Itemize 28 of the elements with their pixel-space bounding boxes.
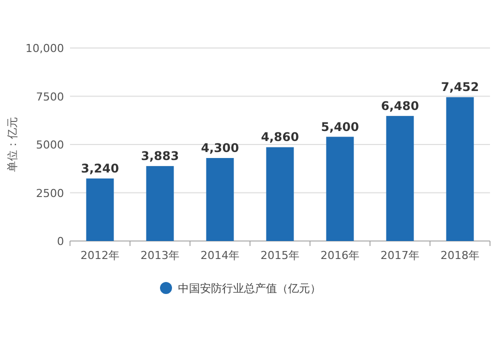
- bar: [86, 178, 114, 241]
- data-label: 6,480: [381, 98, 419, 113]
- data-label: 7,452: [441, 80, 479, 94]
- data-label: 4,300: [201, 141, 239, 156]
- x-tick-label: 2016年: [320, 249, 360, 262]
- x-tick-label: 2017年: [380, 249, 420, 262]
- y-tick-label: 0: [57, 235, 64, 248]
- bar: [146, 166, 174, 241]
- bar: [206, 158, 234, 241]
- legend-label: 中国安防行业总产值（亿元）: [178, 282, 321, 295]
- data-label: 3,883: [141, 149, 179, 164]
- x-tick-label: 2018年: [440, 249, 480, 262]
- x-tick-label: 2013年: [140, 249, 180, 262]
- bar: [386, 116, 414, 241]
- y-tick-label: 10,000: [26, 42, 64, 55]
- data-label: 3,240: [81, 161, 119, 176]
- y-tick-label: 2500: [36, 186, 64, 200]
- y-axis-title: 单位：亿元: [6, 117, 19, 172]
- x-tick-label: 2015年: [260, 249, 300, 262]
- y-tick-label: 5000: [36, 138, 64, 152]
- bar: [446, 97, 474, 241]
- y-tick-label: 7500: [36, 90, 64, 104]
- data-label: 5,400: [321, 120, 359, 134]
- data-label: 4,860: [261, 130, 299, 144]
- x-tick-label: 2014年: [200, 249, 240, 262]
- x-tick-label: 2012年: [80, 249, 120, 262]
- bar: [326, 136, 354, 241]
- bar: [266, 147, 294, 241]
